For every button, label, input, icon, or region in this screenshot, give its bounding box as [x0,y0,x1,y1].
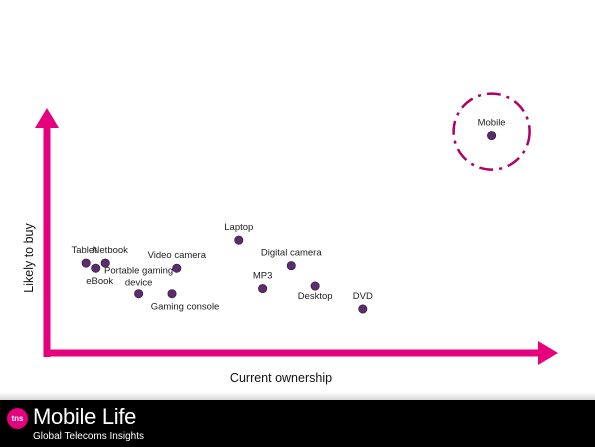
point-label-portable-gaming-device: Portable gaming device [104,266,173,289]
point-label-mp3: MP3 [253,271,273,282]
point-mobile [487,131,497,141]
point-laptop [234,235,244,245]
point-label-mobile: Mobile [478,118,506,129]
point-video-camera [172,263,182,273]
point-tablet [81,258,91,268]
scatter-chart: Current ownership Likely to buy Mobile La… [22,92,558,385]
point-digital-camera [286,261,296,271]
point-mp3 [258,284,268,294]
y-axis-arrowhead [35,108,59,128]
footer-subtitle: Global Telecoms Insights [33,431,144,442]
data-points: Mobile Laptop Digital camera Video camera MP… [71,92,531,314]
point-label-video-camera: Video camera [148,250,207,261]
point-dvd [358,304,368,314]
point-label-desktop: Desktop [298,291,333,302]
x-axis-title: Current ownership [230,371,332,385]
point-label-ebook: eBook [86,276,113,287]
point-gaming-console [167,289,177,299]
point-portable-gaming-device [134,289,144,299]
point-label-digital-camera: Digital camera [261,248,322,259]
point-label-dvd: DVD [353,291,373,302]
point-label-tablet: Tablet [71,245,97,256]
chart-axes [35,108,558,365]
point-label-netbook: Netbook [93,245,129,256]
footer-bar: tns Mobile Life Global Telecoms Insights [0,400,595,447]
point-label-gaming-console: Gaming console [151,302,220,313]
point-ebook [91,263,101,273]
footer-separator [0,392,595,400]
highlight-ring-mobile [452,92,531,171]
point-label-laptop: Laptop [224,222,253,233]
x-axis-arrowhead [538,341,558,365]
point-desktop [310,281,320,291]
tns-logo-icon: tns [7,408,28,429]
y-axis-title: Likely to buy [22,223,36,293]
footer-title: Mobile Life [33,404,137,429]
point-netbook [100,258,110,268]
